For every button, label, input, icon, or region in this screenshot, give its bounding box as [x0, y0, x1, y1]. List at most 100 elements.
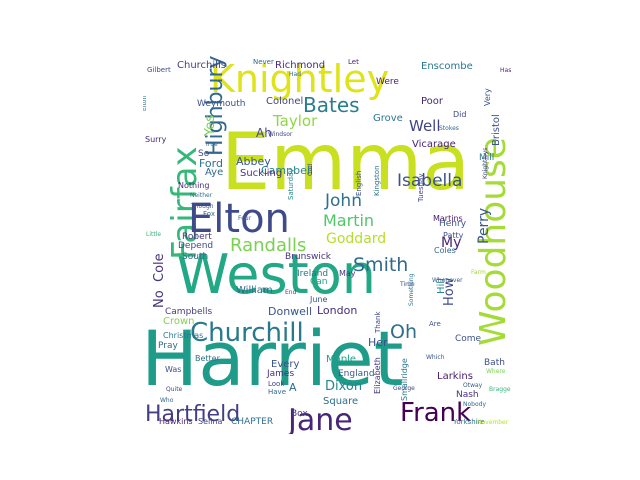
word-were: Were — [376, 77, 399, 87]
word-something: Something — [408, 273, 415, 306]
word-little: Little — [146, 231, 161, 238]
word-square: Square — [323, 396, 358, 407]
word-where: Where — [486, 368, 506, 375]
word-quite: Quite — [166, 386, 183, 393]
word-henry: Henry — [439, 219, 467, 229]
word-though: Though — [190, 203, 214, 210]
word-gilbert: Gilbert — [147, 66, 171, 74]
word-bristol: Bristol — [491, 114, 502, 146]
word-four: Four — [238, 215, 252, 222]
word-can: Can — [310, 277, 328, 287]
word-a: A — [289, 381, 297, 394]
word-yes: Yes — [203, 115, 218, 137]
word-hartfield: Hartfield — [145, 402, 240, 427]
word-depend: Depend — [178, 241, 213, 251]
word-frank: Frank — [400, 398, 471, 428]
word-well: Well — [409, 117, 441, 135]
word-who: Who — [160, 397, 174, 404]
word-enscombe: Enscombe — [421, 61, 473, 72]
word-has: Has — [500, 67, 511, 74]
word-hawkins: Hawkins — [159, 417, 193, 426]
word-highbury: Highbury — [203, 55, 228, 156]
word-had: Had — [289, 71, 301, 78]
word-ireland: Ireland — [297, 269, 328, 279]
word-cole: Cole — [152, 253, 167, 282]
word-larkins: Larkins — [437, 371, 473, 382]
word-weymouth: Weymouth — [197, 99, 245, 109]
word-whenever: Whenever — [432, 277, 463, 284]
word-nash: Nash — [456, 390, 479, 400]
word-woodhouse: Woodhouse — [473, 137, 514, 346]
word-never: Never — [253, 58, 274, 66]
word-vicarage: Vicarage — [412, 139, 456, 150]
word-martin: Martin — [323, 211, 374, 230]
word-weston: Weston — [176, 243, 376, 306]
word-perry: Perry — [476, 208, 492, 244]
word-hill: Hill — [436, 278, 447, 294]
word-end: End — [285, 289, 297, 296]
word-grove: Grove — [373, 113, 403, 124]
word-dixon: Dixon — [325, 379, 362, 394]
word-kingston: Kingston — [373, 165, 381, 196]
word-richmond: Richmond — [275, 60, 325, 71]
word-harriet: Harriet — [143, 314, 404, 403]
word-neither: Neither — [190, 192, 213, 199]
word-better: Better — [195, 354, 221, 363]
word-poor: Poor — [421, 96, 444, 107]
word-knightleys: Knightleys — [482, 148, 489, 179]
word-ah: Ah — [256, 126, 272, 140]
word-smallridge: Smallridge — [400, 358, 409, 401]
word-churchills: Churchills — [177, 60, 226, 71]
word-coles: Coles — [434, 246, 456, 255]
word-london: London — [317, 304, 357, 317]
word-may: May — [339, 269, 356, 278]
word-have: Have — [268, 388, 286, 396]
word-very: Very — [483, 88, 492, 106]
word-campbells: Campbells — [165, 307, 213, 317]
word-did: Did — [453, 110, 466, 119]
word-donwell: Donwell — [268, 305, 312, 318]
word-bragge: Bragge — [489, 386, 511, 393]
word-campbell: Campbell — [261, 164, 313, 177]
word-nobody: Nobody — [463, 401, 486, 408]
word-william: William — [236, 285, 273, 296]
word-pray: Pray — [158, 341, 178, 351]
word-which: Which — [426, 354, 445, 361]
word-emma: Emma — [221, 118, 470, 208]
word-time: Time — [399, 281, 415, 288]
word-june: June — [309, 295, 328, 304]
word-my: My — [441, 235, 461, 251]
word-elizabeth: Elizabeth — [373, 357, 382, 394]
word-jane: Jane — [286, 403, 353, 434]
word-november: November — [477, 419, 509, 426]
word-colonel: Colonel — [266, 96, 303, 107]
word-nothing: Nothing — [178, 181, 209, 190]
word-look: Look — [268, 380, 285, 388]
word-otway: Otway — [463, 382, 483, 389]
word-yorkshire: Yorkshire — [452, 418, 485, 426]
word-brunswick: Brunswick — [285, 252, 332, 262]
word-churchill: Churchill — [190, 318, 304, 348]
word-james: James — [266, 369, 294, 379]
word-robert: Robert — [182, 232, 212, 242]
word-how: How — [442, 277, 457, 306]
word-cloud-panel: Emma Harriet Weston Knightley Woodhouse Fairf… — [143, 46, 517, 434]
word-surry: Surry — [145, 135, 167, 144]
word-abbey: Abbey — [236, 155, 271, 168]
word-cloud: Emma Harriet Weston Knightley Woodhouse Fairf… — [143, 55, 514, 434]
word-fairfax: Fairfax — [165, 146, 205, 260]
word-knightley: Knightley — [210, 57, 389, 101]
word-was: Was — [165, 365, 181, 374]
word-ford: Ford — [199, 157, 223, 170]
word-box: Box — [291, 409, 308, 419]
word-mill: Mill — [479, 153, 494, 163]
word-windsor: Windsor — [268, 131, 293, 138]
word-selina: Selina — [198, 417, 223, 426]
word-suckling: Suckling — [240, 168, 282, 179]
word-her: Her — [368, 336, 388, 349]
word-goddard: Goddard — [326, 231, 386, 247]
word-chapter: CHAPTER — [231, 417, 273, 427]
word-bates: Bates — [303, 93, 360, 117]
word-farm: Farm — [471, 269, 486, 276]
word-no: No — [152, 290, 167, 308]
